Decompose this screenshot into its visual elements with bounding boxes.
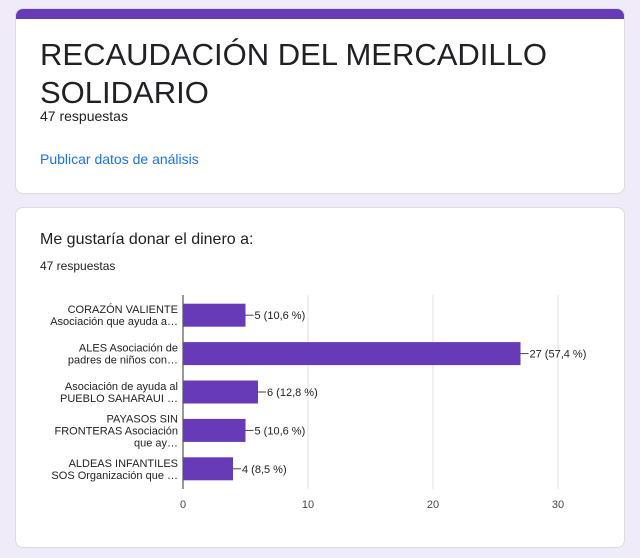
category-label-line: PAYASOS SIN — [106, 413, 178, 425]
data-label: 27 (57,4 %) — [530, 349, 587, 361]
form-header-card: RECAUDACIÓN DEL MERCADILLO SOLIDARIO 47 … — [15, 8, 625, 194]
x-tick-label: 10 — [302, 499, 314, 511]
category-label: PAYASOS SIN FRONTERAS Asociación que ay… — [55, 413, 179, 449]
category-label: ALES Asociación de padres de niños con… — [68, 343, 178, 367]
x-tick-label: 20 — [427, 499, 439, 511]
bar — [183, 303, 246, 327]
category-label-line: ALDEAS INFANTILES — [69, 458, 178, 470]
bar — [183, 457, 233, 481]
category-label-line: FRONTERAS Asociación — [55, 425, 178, 437]
category-label-line: SOS Organización que … — [51, 470, 178, 482]
accent-bar — [16, 9, 624, 19]
publish-analytics-link[interactable]: Publicar datos de análisis — [40, 151, 199, 167]
x-tick-label: 0 — [180, 499, 186, 511]
data-label: 6 (12,8 %) — [267, 387, 318, 399]
data-label: 4 (8,5 %) — [242, 464, 287, 476]
category-label-line: Asociación que ayuda a… — [50, 316, 178, 328]
data-label: 5 (10,6 %) — [255, 425, 306, 437]
question-response-count: 47 respuestas — [40, 259, 116, 273]
bar — [183, 380, 258, 404]
bar — [183, 418, 246, 442]
x-tick-label: 30 — [552, 499, 564, 511]
data-label: 5 (10,6 %) — [255, 310, 306, 322]
question-title: Me gustaría donar el dinero a: — [40, 231, 254, 248]
category-label: Asociación de ayuda al PUEBLO SAHARAUI … — [60, 381, 178, 405]
category-label-line: PUEBLO SAHARAUI … — [60, 393, 178, 405]
question-summary-card: Me gustaría donar el dinero a: 47 respue… — [15, 207, 625, 548]
response-count: 47 respuestas — [40, 108, 128, 124]
form-title: RECAUDACIÓN DEL MERCADILLO SOLIDARIO — [40, 37, 548, 110]
bar-chart: 0 10 20 305 (10,6 %)CORAZÓN VALIENTE Asociac… — [50, 295, 587, 511]
category-label-line: padres de niños con… — [68, 355, 178, 367]
category-label: CORAZÓN VALIENTE Asociación que ayuda a… — [50, 303, 178, 328]
category-label-line: ALES Asociación de — [79, 343, 178, 355]
bar — [183, 342, 521, 366]
category-label-line: Asociación de ayuda al — [65, 381, 178, 393]
category-label-line: CORAZÓN VALIENTE — [68, 303, 178, 316]
category-label-line: que ay… — [134, 437, 178, 449]
category-label: ALDEAS INFANTILES SOS Organización que … — [51, 458, 178, 482]
